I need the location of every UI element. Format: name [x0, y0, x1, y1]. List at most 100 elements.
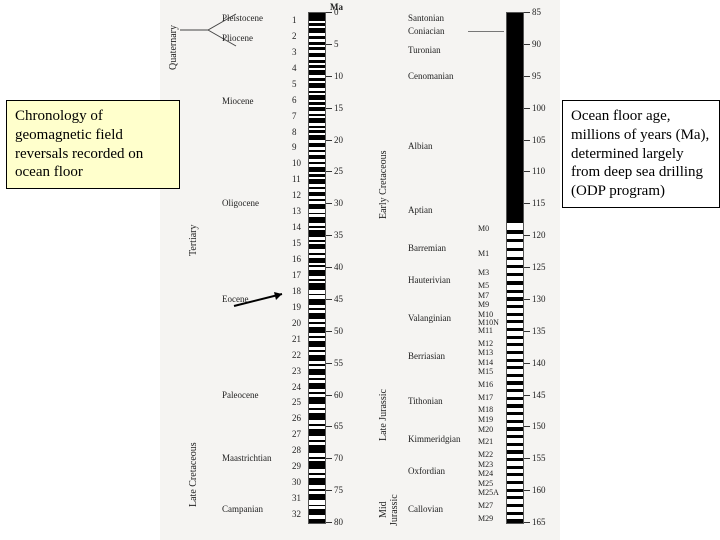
- polarity-bar: [507, 366, 523, 369]
- ma-number: 100: [532, 103, 546, 113]
- polarity-bar: [309, 130, 325, 134]
- ma-tick: [524, 171, 530, 172]
- chron-number: 7: [292, 111, 297, 121]
- caption-right: Ocean floor age, millions of years (Ma),…: [562, 100, 720, 208]
- ma-number: 140: [532, 358, 546, 368]
- polarity-bar: [309, 187, 325, 189]
- polarity-bar: [309, 327, 325, 333]
- scan-background: [160, 0, 560, 540]
- ma-number: 130: [532, 294, 546, 304]
- polarity-column-2: [506, 12, 524, 524]
- polarity-bar: [507, 481, 523, 484]
- ma-number: 50: [334, 326, 343, 336]
- chron-number: 9: [292, 142, 297, 152]
- m-anomaly-label: M12: [478, 339, 493, 348]
- ma-tick: [524, 426, 530, 427]
- polarity-bar: [309, 102, 325, 105]
- chron-number: 24: [292, 382, 301, 392]
- m-anomaly-label: M3: [478, 268, 489, 277]
- chron-number: 25: [292, 397, 301, 407]
- polarity-bar: [309, 322, 325, 324]
- polarity-bar: [507, 248, 523, 252]
- polarity-bar: [507, 489, 523, 492]
- polarity-bar: [507, 496, 523, 499]
- m-anomaly-label: M13: [478, 348, 493, 357]
- chron-number: 2: [292, 31, 297, 41]
- chron-number: 4: [292, 63, 297, 73]
- chron-number: 28: [292, 445, 301, 455]
- epoch-label: Berriasian: [408, 351, 445, 361]
- chron-number: 22: [292, 350, 301, 360]
- era-label-rotated: Late Cretaceous: [188, 430, 199, 520]
- epoch-label: Aptian: [408, 205, 433, 215]
- polarity-bar: [309, 60, 325, 63]
- polarity-bar: [507, 374, 523, 377]
- polarity-bar: [309, 53, 325, 57]
- ma-tick: [524, 363, 530, 364]
- ma-tick: [326, 395, 332, 396]
- ma-tick: [524, 108, 530, 109]
- polarity-bar: [309, 167, 325, 172]
- polarity-bar: [309, 47, 325, 50]
- chron-number: 8: [292, 127, 297, 137]
- m-anomaly-label: M29: [478, 514, 493, 523]
- ma-tick: [326, 522, 332, 523]
- ma-tick: [524, 522, 530, 523]
- polarity-bar: [309, 244, 325, 248]
- ma-tick: [524, 235, 530, 236]
- polarity-bar: [309, 519, 325, 523]
- epoch-label: Hauterivian: [408, 275, 450, 285]
- ma-number: 60: [334, 390, 343, 400]
- chron-number: 23: [292, 366, 301, 376]
- epoch-label: Callovian: [408, 504, 443, 514]
- polarity-bar: [309, 440, 325, 442]
- polarity-bar: [507, 435, 523, 438]
- polarity-bar: [507, 239, 523, 243]
- polarity-bar: [309, 70, 325, 75]
- ma-tick: [326, 363, 332, 364]
- chron-number: 29: [292, 461, 301, 471]
- polarity-bar: [309, 494, 325, 500]
- ma-number: 20: [334, 135, 343, 145]
- m-anomaly-label: M14: [478, 358, 493, 367]
- epoch-label: Miocene: [222, 96, 254, 106]
- polarity-bar: [309, 397, 325, 405]
- m-anomaly-label: M25: [478, 479, 493, 488]
- chron-number: 27: [292, 429, 301, 439]
- chron-number: 20: [292, 318, 301, 328]
- epoch-label: Tithonian: [408, 396, 443, 406]
- epoch-label: Pliocene: [222, 33, 253, 43]
- era-label-rotated: Early Cretaceous: [378, 80, 389, 290]
- polarity-bar: [309, 429, 325, 437]
- ma-tick: [326, 299, 332, 300]
- polarity-bar: [309, 199, 325, 202]
- chron-number: 16: [292, 254, 301, 264]
- polarity-bar: [309, 240, 325, 242]
- ma-tick: [524, 12, 530, 13]
- chron-number: 13: [292, 206, 301, 216]
- polarity-bar: [309, 217, 325, 223]
- ma-number: 135: [532, 326, 546, 336]
- m-anomaly-label: M11: [478, 326, 493, 335]
- polarity-bar: [507, 519, 523, 523]
- polarity-bar: [309, 270, 325, 276]
- m-anomaly-label: M7: [478, 291, 489, 300]
- chron-number: 1: [292, 15, 297, 25]
- m-anomaly-label: M9: [478, 300, 489, 309]
- polarity-bar: [309, 313, 325, 319]
- m-anomaly-label: M0: [478, 224, 489, 233]
- polarity-bar: [309, 355, 325, 361]
- polarity-bar: [507, 466, 523, 469]
- era-label-rotated: Quaternary: [168, 18, 179, 78]
- polarity-bar: [507, 404, 523, 407]
- polarity-bar: [507, 443, 523, 446]
- ma-number: 145: [532, 390, 546, 400]
- epoch-label: Oxfordian: [408, 466, 445, 476]
- ma-number: 125: [532, 262, 546, 272]
- polarity-bar: [309, 294, 325, 296]
- ma-tick: [326, 76, 332, 77]
- polarity-bar: [507, 512, 523, 515]
- polarity-bar: [507, 389, 523, 392]
- polarity-bar: [309, 489, 325, 491]
- ma-number: 110: [532, 166, 545, 176]
